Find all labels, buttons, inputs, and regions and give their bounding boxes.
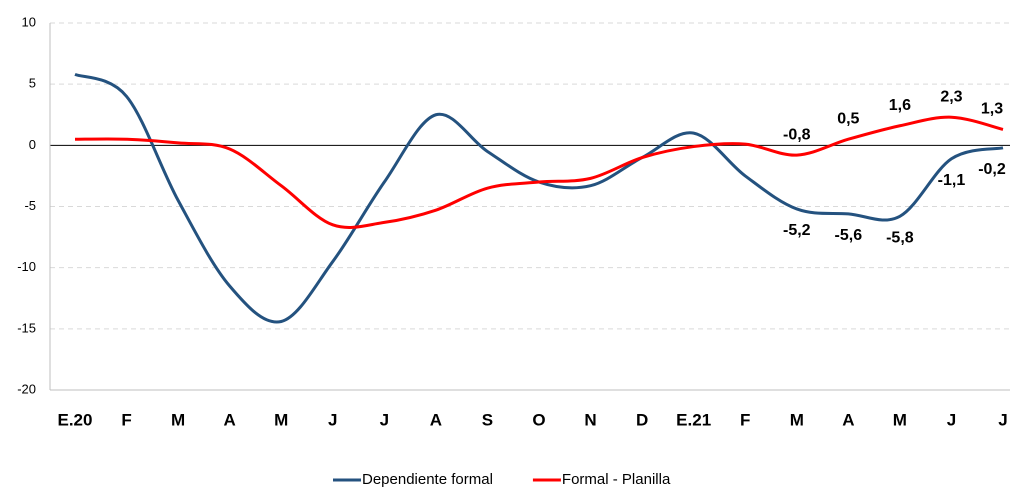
x-tick-label: J [380,410,389,429]
y-tick-label: -20 [17,381,36,396]
x-tick-label: E.21 [676,410,711,429]
x-tick-label: M [790,410,804,429]
data-label: 2,3 [940,88,962,105]
data-label: 1,6 [889,97,911,114]
x-tick-label: J [328,410,337,429]
y-tick-label: -5 [24,198,36,213]
x-tick-label: J [947,410,956,429]
x-tick-label: F [740,410,750,429]
line-series [74,72,1004,324]
x-tick-label: O [532,410,545,429]
data-label: -5,8 [886,230,914,247]
x-tick-label: M [893,410,907,429]
x-tick-label: D [636,410,648,429]
x-tick-label: S [482,410,493,429]
data-label: 0,5 [837,110,859,127]
data-label: -0,2 [978,161,1006,178]
legend-label: Dependiente formal [362,471,493,488]
x-tick-label: A [842,410,854,429]
data-label: -5,2 [783,222,811,239]
y-tick-label: 10 [22,14,36,29]
y-tick-label: -10 [17,259,36,274]
line-series [74,115,1004,229]
data-label: 1,3 [981,101,1003,118]
x-tick-label: A [224,410,236,429]
y-tick-label: 5 [29,76,36,91]
x-tick-label: F [121,410,131,429]
data-label: -5,6 [835,227,863,244]
data-label: -0,8 [783,126,811,143]
y-tick-label: 0 [29,137,36,152]
x-tick-label: J [998,410,1007,429]
x-tick-label: M [274,410,288,429]
data-label: -1,1 [938,172,966,189]
legend-label: Formal - Planilla [562,471,671,488]
y-tick-label: -15 [17,320,36,335]
x-tick-label: E.20 [58,410,93,429]
x-tick-label: A [430,410,442,429]
x-tick-label: N [584,410,596,429]
x-tick-label: M [171,410,185,429]
